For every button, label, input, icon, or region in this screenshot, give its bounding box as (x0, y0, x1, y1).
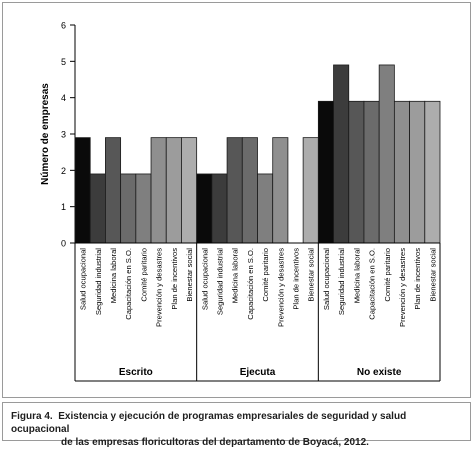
caption-label: Figura 4. (11, 411, 53, 422)
bar (181, 137, 198, 244)
x-tick-label: Medicina laboral (109, 248, 118, 304)
x-tick-label: Capacitación en S.O. (368, 248, 377, 320)
x-tick-label: Prevención y desastres (398, 248, 407, 327)
y-tick-label: 0 (61, 239, 66, 249)
bar (272, 137, 289, 244)
bar (317, 100, 334, 244)
group-label: Escrito (119, 367, 153, 378)
y-tick-label: 3 (61, 130, 66, 140)
x-tick-label: Seguridad industrial (94, 248, 103, 315)
y-axis-title: Número de empresas (40, 83, 51, 185)
x-tick-label: Prevención y desastres (155, 248, 164, 327)
x-tick-label: Bienestar social (428, 248, 437, 302)
figure-caption: Figura 4. Existencia y ejecución de prog… (11, 410, 466, 449)
bar (211, 173, 228, 244)
caption-line-1: Existencia y ejecución de programas empr… (11, 411, 407, 435)
bar (302, 137, 319, 244)
bar (105, 137, 122, 244)
bar (135, 173, 152, 244)
bar (241, 137, 258, 244)
bar (333, 64, 350, 244)
bar-chart: 0 1 2 3 4 5 6 Número de empresas Salud ocupacion… (40, 21, 441, 382)
caption-box: Figura 4. Existencia y ejecución de prog… (2, 402, 471, 448)
x-tick-label: Capacitación en S.O. (246, 248, 255, 320)
bar (393, 100, 410, 244)
x-tick-label: Prevención y desastres (276, 248, 285, 327)
bar (226, 137, 243, 244)
bar (424, 100, 441, 244)
x-tick-label: Plan de incentivos (413, 248, 422, 310)
x-tick-label: Salud ocupacional (79, 248, 88, 310)
bar (74, 137, 91, 244)
x-tick-label: Plan de incentivos (170, 248, 179, 310)
bar (363, 100, 380, 244)
x-tick-label: Comité paritario (139, 248, 148, 302)
x-tick-label: Capacitación en S.O. (124, 248, 133, 320)
x-tick-label: Seguridad industrial (215, 248, 224, 315)
group-label: No existe (357, 367, 402, 378)
bar (165, 137, 182, 244)
bar (196, 173, 213, 244)
x-tick-label: Comité paritario (383, 248, 392, 302)
bar (378, 64, 395, 244)
y-tick-label: 2 (61, 166, 66, 176)
x-tick-label: Comité paritario (261, 248, 270, 302)
y-tick-label: 4 (61, 93, 66, 103)
bar (348, 100, 365, 244)
x-tick-label: Salud ocupacional (322, 248, 331, 310)
caption-line-2: de las empresas floricultoras del depart… (61, 437, 369, 448)
x-tick-label: Medicina laboral (352, 248, 361, 304)
figure-frame: 0 1 2 3 4 5 6 Número de empresas Salud ocupacion… (2, 2, 471, 398)
bar (150, 137, 167, 244)
group-label: Ejecuta (240, 367, 276, 378)
y-tick-label: 6 (61, 21, 66, 31)
bar (120, 173, 137, 244)
bar (257, 173, 274, 244)
x-tick-label: Salud ocupacional (200, 248, 209, 310)
y-tick-label: 5 (61, 57, 66, 67)
x-tick-label: Bienestar social (185, 248, 194, 302)
bar (89, 173, 106, 244)
x-tick-label: Seguridad industrial (337, 248, 346, 315)
x-tick-label: Plan de incentivos (292, 248, 301, 310)
x-tick-label: Medicina laboral (231, 248, 240, 304)
y-tick-label: 1 (61, 202, 66, 212)
bar (409, 100, 426, 244)
x-tick-label: Bienestar social (307, 248, 316, 302)
